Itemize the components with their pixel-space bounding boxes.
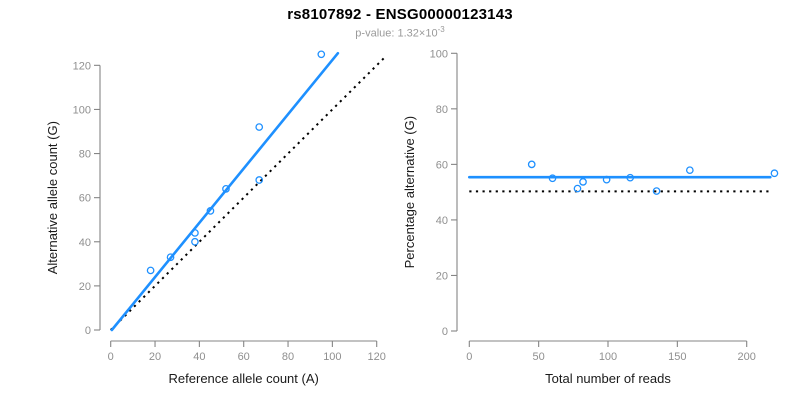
data-point: [255, 123, 264, 131]
data-point: [685, 166, 694, 175]
data-point: [146, 266, 155, 275]
percentage-alternative-panel: 0 20 40 60 80 100 0 50 100 150 200 Total number of …: [402, 48, 779, 386]
y-tick-label: 100: [430, 48, 448, 60]
data-point: [652, 187, 661, 195]
x-tick-label: 50: [533, 351, 545, 363]
y-tick-label: 80: [79, 149, 91, 161]
data-point: [579, 178, 587, 186]
x-axis-title: Total number of reads: [545, 371, 671, 386]
x-tick-label: 60: [238, 351, 250, 363]
data-point: [573, 184, 582, 193]
x-tick-label: 120: [368, 351, 386, 363]
data-point: [206, 207, 215, 215]
x-tick-label: 80: [282, 351, 294, 363]
y-tick-label: 40: [436, 215, 448, 227]
data-point: [191, 229, 199, 237]
data-point: [626, 173, 635, 182]
data-point: [602, 175, 611, 184]
data-point: [222, 184, 230, 193]
identity-line: [109, 55, 387, 331]
allele-counts-panel: 0 20 40 60 80 100 120 0 20 40 60 80 100 120 Reference …: [45, 50, 387, 386]
plot-title: rs8107892 - ENSG00000123143: [287, 6, 513, 23]
pvalue-text: p-value: 1.32×10: [355, 27, 438, 40]
x-tick-label: 100: [323, 351, 341, 363]
pvalue-exponent: -3: [437, 25, 445, 34]
data-point: [548, 174, 557, 183]
x-tick-label: 200: [738, 351, 756, 363]
x-tick-label: 20: [149, 351, 161, 363]
data-point: [527, 160, 536, 169]
y-tick-label: 100: [73, 104, 91, 116]
y-tick-label: 60: [436, 159, 448, 171]
x-tick-label: 0: [108, 351, 114, 363]
y-tick-label: 40: [79, 237, 91, 249]
data-point: [166, 253, 175, 262]
y-tick-label: 0: [85, 325, 91, 337]
y-tick-label: 60: [79, 193, 91, 205]
y-tick-label: 80: [436, 104, 448, 116]
plot-subtitle: p-value: 1.32×10-3: [0, 25, 800, 40]
data-point: [770, 169, 779, 178]
data-point: [317, 50, 326, 59]
y-tick-label: 20: [436, 270, 448, 282]
y-tick-label: 120: [73, 60, 91, 72]
y-axis-title: Percentage alternative (G): [402, 116, 417, 268]
x-axis-title: Reference allele count (A): [169, 371, 319, 386]
x-tick-label: 0: [466, 351, 472, 363]
x-tick-label: 100: [599, 351, 617, 363]
data-point: [191, 237, 199, 246]
y-tick-label: 20: [79, 281, 91, 293]
y-tick-label: 0: [442, 326, 448, 338]
x-tick-label: 40: [193, 351, 205, 363]
y-axis-title: Alternative allele count (G): [45, 121, 60, 274]
data-point: [255, 176, 264, 184]
x-tick-label: 150: [668, 351, 686, 363]
